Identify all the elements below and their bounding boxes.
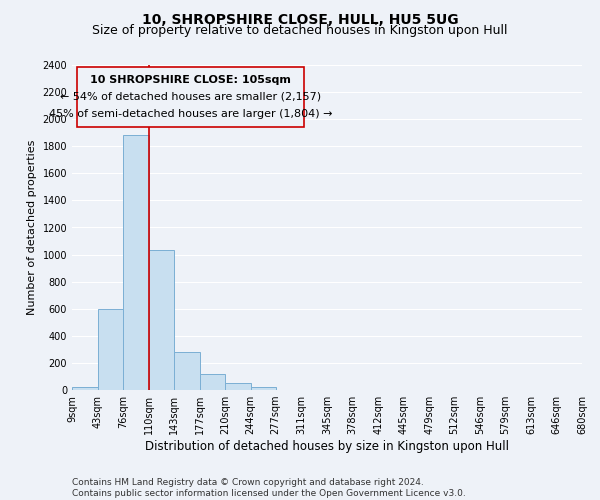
Text: ← 54% of detached houses are smaller (2,157): ← 54% of detached houses are smaller (2,…	[60, 92, 321, 102]
Y-axis label: Number of detached properties: Number of detached properties	[27, 140, 37, 315]
Text: 10, SHROPSHIRE CLOSE, HULL, HU5 5UG: 10, SHROPSHIRE CLOSE, HULL, HU5 5UG	[142, 12, 458, 26]
Text: 45% of semi-detached houses are larger (1,804) →: 45% of semi-detached houses are larger (…	[49, 109, 332, 119]
Bar	[98, 308, 123, 390]
Text: 10 SHROPSHIRE CLOSE: 105sqm: 10 SHROPSHIRE CLOSE: 105sqm	[90, 74, 291, 85]
Bar	[72, 388, 98, 390]
Bar	[174, 352, 200, 390]
Bar	[149, 250, 174, 390]
Bar	[123, 136, 149, 390]
X-axis label: Distribution of detached houses by size in Kingston upon Hull: Distribution of detached houses by size …	[145, 440, 509, 453]
Text: Size of property relative to detached houses in Kingston upon Hull: Size of property relative to detached ho…	[92, 24, 508, 37]
Text: Contains HM Land Registry data © Crown copyright and database right 2024.
Contai: Contains HM Land Registry data © Crown c…	[72, 478, 466, 498]
Bar	[200, 374, 225, 390]
Bar	[225, 383, 251, 390]
Bar	[251, 388, 275, 390]
FancyBboxPatch shape	[77, 66, 304, 126]
